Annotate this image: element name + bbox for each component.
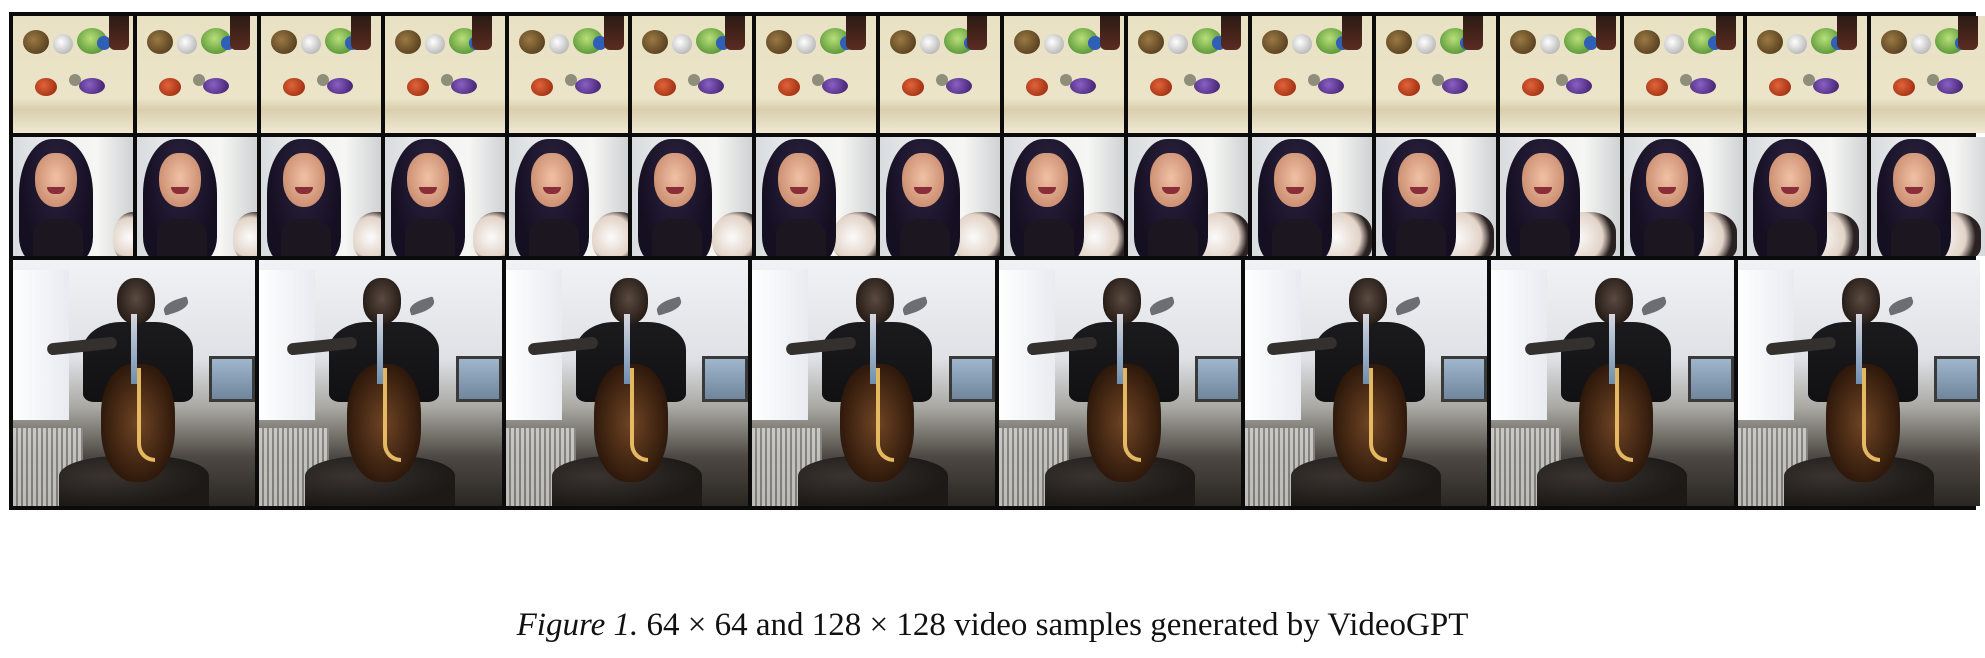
cello-video-frame-2 xyxy=(259,260,502,506)
face-video-frame-13 xyxy=(1499,137,1620,256)
toys-video-frame-12 xyxy=(1375,16,1496,133)
face-video-frame-2 xyxy=(136,137,257,256)
cello-video-frame-7 xyxy=(1491,260,1734,506)
face-video-sample-row xyxy=(13,137,1985,256)
cello-video-sample-row xyxy=(13,260,1981,506)
toys-video-frame-11 xyxy=(1251,16,1372,133)
figure-caption-label: Figure 1. xyxy=(516,607,639,643)
cello-video-frame-8 xyxy=(1737,260,1981,506)
face-video-frame-15 xyxy=(1747,137,1868,256)
figure-caption-text: 64 × 64 and 128 × 128 video samples gene… xyxy=(638,607,1469,643)
video-samples-figure xyxy=(9,12,1985,510)
face-video-frame-5 xyxy=(508,137,629,256)
toys-video-frame-14 xyxy=(1623,16,1744,133)
face-video-frame-9 xyxy=(1004,137,1125,256)
toys-video-frame-10 xyxy=(1128,16,1248,133)
face-video-frame-8 xyxy=(880,137,1001,256)
toys-video-frame-2 xyxy=(136,16,257,133)
face-video-frame-10 xyxy=(1128,137,1248,256)
toys-video-frame-8 xyxy=(880,16,1001,133)
figure-caption: Figure 1. 64 × 64 and 128 × 128 video sa… xyxy=(0,606,1985,644)
toys-video-frame-13 xyxy=(1499,16,1620,133)
cello-video-frame-4 xyxy=(752,260,995,506)
face-video-frame-3 xyxy=(260,137,381,256)
toys-video-frame-1 xyxy=(13,16,133,133)
toys-video-frame-16 xyxy=(1871,16,1985,133)
face-video-frame-12 xyxy=(1375,137,1496,256)
cello-video-frame-1 xyxy=(13,260,256,506)
toys-video-frame-15 xyxy=(1747,16,1868,133)
face-video-frame-4 xyxy=(384,137,505,256)
face-video-frame-16 xyxy=(1871,137,1985,256)
face-video-frame-11 xyxy=(1251,137,1372,256)
toys-video-frame-3 xyxy=(260,16,381,133)
toy-video-sample-row xyxy=(13,16,1985,133)
cello-video-frame-3 xyxy=(505,260,749,506)
toys-video-frame-4 xyxy=(384,16,505,133)
face-video-frame-6 xyxy=(632,137,753,256)
toys-video-frame-5 xyxy=(508,16,629,133)
face-video-frame-7 xyxy=(756,137,877,256)
face-video-frame-1 xyxy=(13,137,133,256)
toys-video-frame-7 xyxy=(756,16,877,133)
cello-video-frame-6 xyxy=(1244,260,1488,506)
toys-video-frame-6 xyxy=(632,16,753,133)
face-video-frame-14 xyxy=(1623,137,1744,256)
toys-video-frame-9 xyxy=(1004,16,1125,133)
cello-video-frame-5 xyxy=(998,260,1241,506)
